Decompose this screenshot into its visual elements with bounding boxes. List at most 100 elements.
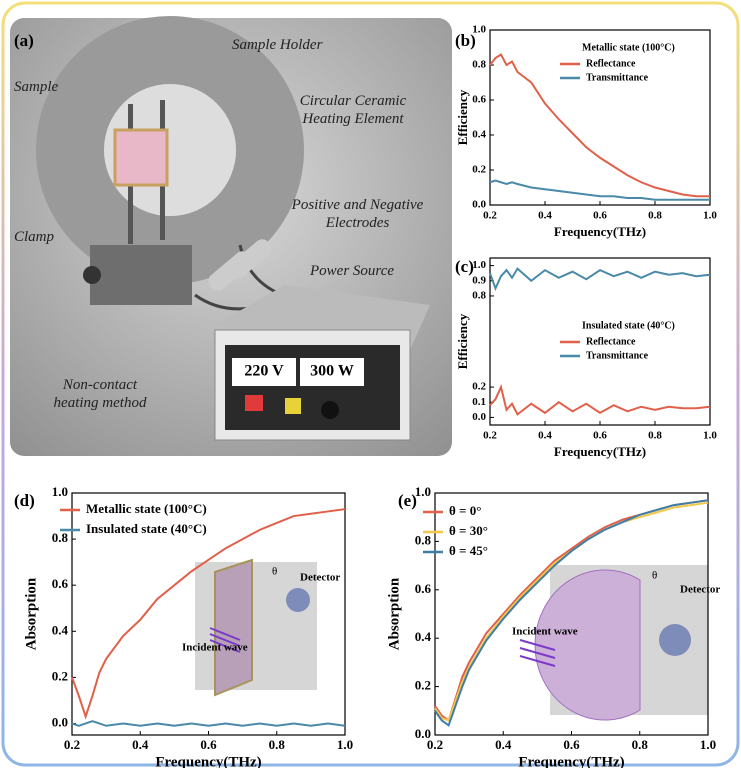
y-tick-label: 0.0 [415,726,431,741]
y-tick-label: 0.2 [472,164,486,176]
line [489,383,711,416]
legend-label: Reflectance [586,336,636,347]
legend-label: Transmittance [586,72,649,83]
y-tick-label: 0.2 [415,678,431,693]
x-tick-label: 0.2 [483,210,497,222]
panel-label: (a) [14,31,34,50]
illustration [10,16,452,456]
chart: 0.2 0.4 0.6 0.8 1.0 0.0 0.1 0.2 0.8 0.9 1.0 Frequen… [455,257,717,459]
y-tick-label: 0.1 [472,396,486,408]
annotation: θ [272,566,277,578]
annotation: Detector [300,572,340,584]
y-tick-label: 0.4 [415,629,432,644]
legend-title: Metallic state (100°C) [582,42,675,53]
line [71,508,346,720]
chart: 0.2 0.4 0.6 0.8 1.00.00.20.40.60.81.0Frequen… [386,484,720,768]
illustration-label: Circular Ceramic Heating Element [299,93,407,127]
panel-label: (e) [398,491,417,510]
x-tick-label: 0.8 [648,210,662,222]
x-tick-label: 0.4 [495,737,512,752]
panel-label: (b) [455,31,476,50]
legend-label: Reflectance [586,58,636,69]
annotation: Detector [680,584,720,596]
line [434,501,709,722]
annotation: Incident wave [182,642,248,654]
y-tick-label: 0.8 [472,289,486,301]
y-axis-label: Efficiency [455,89,470,145]
x-axis-label: Frequency(THz) [518,754,624,768]
x-tick-label: 0.6 [563,737,580,752]
x-tick-label: 0.2 [427,737,443,752]
x-tick-label: 0.4 [538,210,552,222]
y-tick-label: 0.4 [472,129,486,141]
illustration-label: Sample Holder [232,37,323,53]
x-tick-label: 0.8 [632,737,649,752]
illustration-label: Sample [14,79,59,95]
display-text: 300 W [310,363,354,380]
legend-label: Metallic state (100°C) [86,501,207,516]
legend-label: θ = 30° [449,523,488,538]
y-tick-label: 1.0 [415,484,431,499]
illustration-label: Clamp [14,229,55,245]
legend-label: θ = 45° [449,543,488,558]
x-tick-label: 0.6 [593,210,607,222]
plot-frame [489,29,711,206]
y-axis-label: Absorption [23,577,39,650]
x-axis-label: Frequency(THz) [554,224,646,239]
x-tick-label: 0.6 [200,737,217,752]
y-axis-label: Absorption [386,577,402,650]
legend-label: θ = 0° [449,503,481,518]
display-text: 220 V [244,363,284,380]
y-tick-label: 0.8 [415,532,432,547]
legend-label: Transmittance [586,350,649,361]
y-tick-label: 0.8 [52,530,69,545]
x-tick-label: 1.0 [337,737,353,752]
x-tick-label: 0.4 [132,737,149,752]
illustration-label: Non-contact heating method [53,377,147,411]
y-tick-label: 0.6 [52,576,69,591]
illustration-label: Positive and Negative Electrodes [291,197,424,231]
y-tick-label: 0.9 [472,274,486,286]
y-tick-label: 0.4 [52,622,69,637]
x-tick-label: 0.2 [483,430,497,442]
x-axis-label: Frequency(THz) [155,754,261,768]
y-tick-label: 0.0 [472,411,486,423]
x-tick-label: 0.4 [538,430,552,442]
legend-title: Insulated state (40°C) [582,320,675,331]
y-tick-label: 0.2 [472,381,486,393]
line [71,720,346,727]
line [489,267,711,292]
x-tick-label: 0.6 [593,430,607,442]
line [489,53,710,198]
y-tick-label: 0.6 [472,94,486,106]
y-tick-label: 1.0 [52,484,68,499]
x-tick-label: 0.2 [64,737,80,752]
chart: 0.2 0.4 0.6 0.8 1.0 0.0 0.2 0.4 0.6 0.8 1.0 Frequen… [23,484,353,768]
annotation: Incident wave [512,626,578,638]
y-tick-label: 0.0 [472,199,486,211]
x-tick-label: 1.0 [703,210,717,222]
y-tick-label: 1.0 [472,24,486,36]
x-tick-label: 1.0 [700,737,716,752]
y-tick-label: 1.0 [472,259,486,271]
x-tick-label: 0.8 [269,737,286,752]
legend-label: Insulated state (40°C) [86,521,207,536]
panel-label: (c) [455,257,474,276]
y-tick-label: 0.2 [52,668,68,683]
illustration-label: Power Source [310,263,395,279]
chart: 0.2 0.4 0.6 0.8 1.00.00.20.40.60.81.0Frequen… [455,24,717,239]
y-tick-label: 0.6 [415,581,432,596]
x-tick-label: 0.8 [648,430,662,442]
inset-d [195,558,317,697]
line [434,499,709,727]
line [489,179,710,201]
inset-e [519,565,708,721]
x-axis-label: Frequency(THz) [554,444,646,459]
y-tick-label: 0.8 [472,59,486,71]
annotation: θ [652,570,657,582]
y-tick-label: 0.0 [52,714,68,729]
y-axis-label: Efficiency [455,313,470,369]
